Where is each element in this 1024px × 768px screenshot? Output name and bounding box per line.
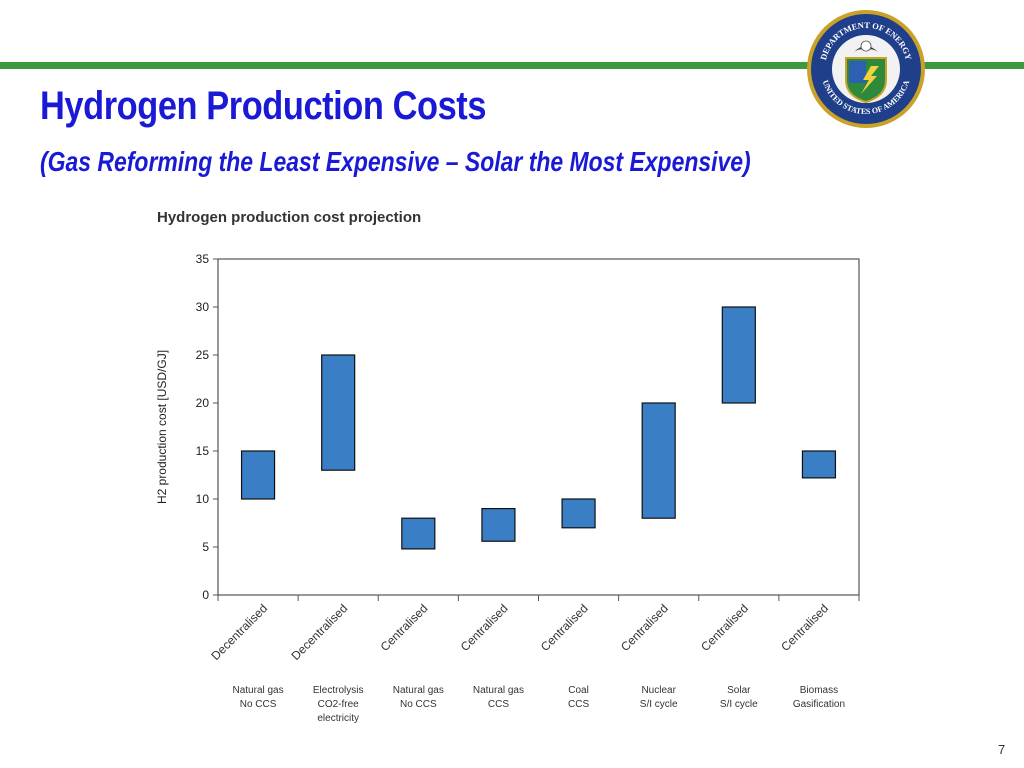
y-tick-label: 20 xyxy=(196,396,210,410)
x-source-label: CO2-free xyxy=(318,699,360,710)
slide-subtitle: (Gas Reforming the Least Expensive – Sol… xyxy=(40,146,751,177)
range-bar xyxy=(801,450,837,479)
chart-title: Hydrogen production cost projection xyxy=(157,209,422,226)
x-source-label: Solar xyxy=(727,685,751,696)
range-bar xyxy=(240,450,276,500)
x-source-label: Natural gas xyxy=(232,685,283,696)
range-bar xyxy=(721,306,756,404)
x-scale-label: Centralised xyxy=(378,601,431,654)
y-tick-label: 30 xyxy=(196,300,210,314)
range-bar xyxy=(401,517,436,550)
y-tick-label: 15 xyxy=(196,444,210,458)
x-source-label: Coal xyxy=(568,685,589,696)
x-scale-label: Centralised xyxy=(698,601,751,654)
x-scale-label: Centralised xyxy=(778,601,831,654)
x-scale-label: Centralised xyxy=(458,601,511,654)
x-source-label: No CCS xyxy=(400,699,437,710)
range-bar xyxy=(561,498,596,529)
x-source-label: S/I cycle xyxy=(720,699,758,710)
y-tick-label: 35 xyxy=(196,252,210,266)
x-scale-label: Centralised xyxy=(618,601,671,654)
y-tick-label: 0 xyxy=(202,588,209,602)
x-source-label: Nuclear xyxy=(641,685,676,696)
plot-frame xyxy=(217,258,860,596)
y-tick-label: 25 xyxy=(196,348,210,362)
header-rule xyxy=(0,62,1024,69)
range-bar xyxy=(321,354,356,471)
range-bar xyxy=(641,402,676,519)
page-number: 7 xyxy=(998,742,1006,757)
x-source-label: Gasification xyxy=(793,699,845,710)
doe-seal-icon: DEPARTMENT OF ENERGY UNITED STATES OF AM… xyxy=(807,10,925,128)
x-source-label: CCS xyxy=(488,699,509,710)
y-tick-label: 5 xyxy=(202,540,209,554)
chart: 0 5 10 15 20 25 30 35 H2 production cost [USD/GJ… xyxy=(155,252,860,724)
x-source-label: Natural gas xyxy=(473,685,524,696)
y-tick-label: 10 xyxy=(196,492,210,506)
x-source-label: No CCS xyxy=(240,699,277,710)
range-bar xyxy=(481,508,516,542)
x-source-label: electricity xyxy=(317,713,359,724)
slide-title: Hydrogen Production Costs xyxy=(40,84,487,128)
x-source-label: Biomass xyxy=(800,685,838,696)
x-source-label: S/I cycle xyxy=(640,699,678,710)
x-scale-label: Decentralised xyxy=(289,601,351,663)
x-scale-label: Centralised xyxy=(538,601,591,654)
y-axis-label: H2 production cost [USD/GJ] xyxy=(155,350,169,504)
x-source-label: Electrolysis xyxy=(313,685,364,696)
x-source-label: Natural gas xyxy=(393,685,444,696)
x-scale-label: Decentralised xyxy=(208,601,270,663)
x-source-label: CCS xyxy=(568,699,589,710)
